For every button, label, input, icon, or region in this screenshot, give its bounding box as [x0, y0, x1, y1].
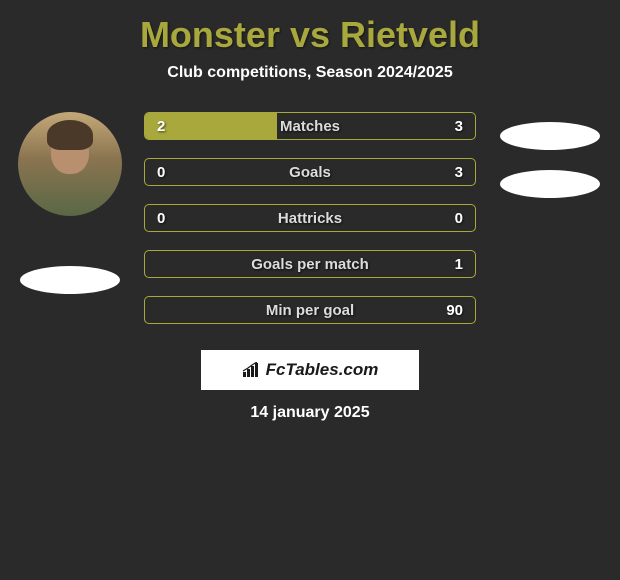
- right-player-column: [490, 112, 610, 198]
- stat-label: Hattricks: [278, 210, 342, 227]
- stat-label: Goals per match: [251, 256, 369, 273]
- stat-label: Goals: [289, 164, 331, 181]
- stat-label: Min per goal: [266, 302, 354, 319]
- stat-right-value: 90: [446, 302, 463, 319]
- left-player-name-placeholder: [20, 266, 120, 294]
- stat-right-value: 3: [455, 118, 463, 135]
- subtitle: Club competitions, Season 2024/2025: [0, 64, 620, 82]
- stat-row-hattricks: 0 Hattricks 0: [144, 204, 476, 232]
- stat-right-value: 3: [455, 164, 463, 181]
- stat-row-goals-per-match: Goals per match 1: [144, 250, 476, 278]
- stats-column: 2 Matches 3 0 Goals 3 0 Hattricks 0: [130, 112, 490, 342]
- left-player-column: [10, 112, 130, 294]
- stat-left-value: 0: [157, 210, 165, 227]
- page-title: Monster vs Rietveld: [0, 0, 620, 64]
- stat-row-goals: 0 Goals 3: [144, 158, 476, 186]
- chart-icon: [242, 362, 262, 378]
- stat-right-value: 0: [455, 210, 463, 227]
- stat-left-value: 0: [157, 164, 165, 181]
- date-text: 14 january 2025: [0, 404, 620, 422]
- right-player-avatar-placeholder: [500, 122, 600, 150]
- stat-row-matches: 2 Matches 3: [144, 112, 476, 140]
- stat-left-value: 2: [157, 118, 165, 135]
- stat-label: Matches: [280, 118, 340, 135]
- stat-row-min-per-goal: Min per goal 90: [144, 296, 476, 324]
- logo-text: FcTables.com: [266, 360, 379, 380]
- left-player-avatar: [18, 112, 122, 216]
- stat-right-value: 1: [455, 256, 463, 273]
- right-player-name-placeholder: [500, 170, 600, 198]
- logo-box: FcTables.com: [201, 350, 419, 390]
